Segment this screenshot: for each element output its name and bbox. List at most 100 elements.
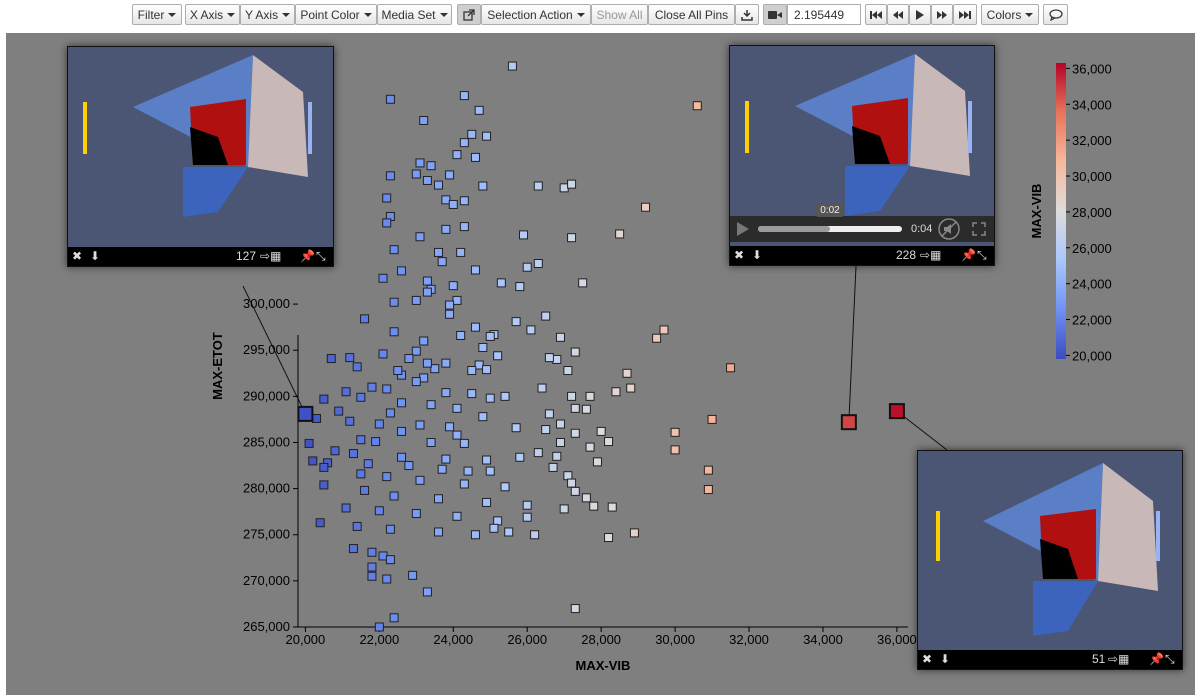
data-point[interactable] bbox=[548, 462, 558, 472]
data-point[interactable] bbox=[422, 587, 432, 597]
data-point[interactable] bbox=[378, 551, 388, 561]
data-point[interactable] bbox=[482, 365, 492, 375]
pin-icon[interactable]: 📌 bbox=[300, 249, 315, 263]
play-icon[interactable] bbox=[736, 222, 750, 236]
data-point[interactable] bbox=[397, 266, 407, 276]
data-point[interactable] bbox=[374, 622, 384, 632]
data-point[interactable] bbox=[389, 491, 399, 501]
data-point[interactable] bbox=[511, 317, 521, 327]
data-point[interactable] bbox=[515, 282, 525, 292]
data-point[interactable] bbox=[615, 229, 625, 239]
data-point[interactable] bbox=[345, 416, 355, 426]
data-point[interactable] bbox=[397, 426, 407, 436]
data-point[interactable] bbox=[348, 449, 358, 459]
data-point[interactable] bbox=[526, 325, 536, 335]
data-point[interactable] bbox=[626, 383, 636, 393]
data-point[interactable] bbox=[374, 419, 384, 429]
data-point[interactable] bbox=[334, 406, 344, 416]
data-point[interactable] bbox=[552, 451, 562, 461]
data-point[interactable] bbox=[459, 479, 469, 489]
data-point[interactable] bbox=[308, 456, 318, 466]
data-point[interactable] bbox=[452, 295, 462, 305]
data-point[interactable] bbox=[445, 309, 455, 319]
data-point[interactable] bbox=[567, 478, 577, 488]
data-point[interactable] bbox=[493, 351, 503, 361]
data-point[interactable] bbox=[522, 262, 532, 272]
data-point[interactable] bbox=[356, 469, 366, 479]
close-icon[interactable]: ✖ bbox=[72, 249, 83, 263]
data-point[interactable] bbox=[452, 511, 462, 521]
data-point[interactable] bbox=[367, 547, 377, 557]
table-icon[interactable]: ⇨▦ bbox=[1108, 652, 1130, 666]
data-point[interactable] bbox=[433, 494, 443, 504]
data-point[interactable] bbox=[437, 257, 447, 267]
data-point[interactable] bbox=[378, 273, 388, 283]
comment-button[interactable] bbox=[1043, 4, 1068, 25]
data-point[interactable] bbox=[581, 404, 591, 414]
data-point[interactable] bbox=[441, 358, 451, 368]
data-point[interactable] bbox=[445, 300, 455, 310]
data-point[interactable] bbox=[348, 544, 358, 554]
scatterplot-area[interactable]: 20,000 22,000 24,000 26,000 28,000 30,000 32,0… bbox=[6, 33, 1195, 695]
data-point[interactable] bbox=[500, 391, 510, 401]
close-icon[interactable]: ✖ bbox=[734, 248, 745, 262]
data-point[interactable] bbox=[607, 502, 617, 512]
pin-icon[interactable]: 📌 bbox=[961, 248, 976, 262]
pinned-data-point[interactable] bbox=[840, 414, 857, 431]
data-point[interactable] bbox=[567, 391, 577, 401]
data-point[interactable] bbox=[604, 533, 614, 543]
data-point[interactable] bbox=[382, 218, 392, 228]
data-point[interactable] bbox=[311, 413, 321, 423]
data-point[interactable] bbox=[522, 512, 532, 522]
data-point[interactable] bbox=[482, 131, 492, 141]
data-point[interactable] bbox=[504, 527, 514, 537]
data-point[interactable] bbox=[530, 530, 540, 540]
data-point[interactable] bbox=[467, 129, 477, 139]
data-point[interactable] bbox=[456, 330, 466, 340]
data-point[interactable] bbox=[385, 408, 395, 418]
video-progress-track[interactable] bbox=[758, 226, 902, 232]
data-point[interactable] bbox=[670, 445, 680, 455]
data-point[interactable] bbox=[437, 464, 447, 474]
data-point[interactable] bbox=[485, 331, 495, 341]
step-back-button[interactable] bbox=[887, 4, 909, 25]
data-point[interactable] bbox=[470, 265, 480, 275]
data-point[interactable] bbox=[670, 427, 680, 437]
data-point[interactable] bbox=[585, 442, 595, 452]
data-point[interactable] bbox=[485, 466, 495, 476]
data-point[interactable] bbox=[367, 562, 377, 572]
data-point[interactable] bbox=[382, 384, 392, 394]
data-point[interactable] bbox=[511, 423, 521, 433]
data-point[interactable] bbox=[389, 613, 399, 623]
table-icon[interactable]: ⇨▦ bbox=[920, 248, 942, 262]
point-color-menu-button[interactable]: Point Color bbox=[295, 4, 377, 25]
data-point[interactable] bbox=[563, 471, 573, 481]
image-pin[interactable]: ✖ ⬇ 51 ⇨▦ 📌 ⤡ bbox=[917, 450, 1183, 670]
data-point[interactable] bbox=[555, 332, 565, 342]
download-button[interactable] bbox=[735, 4, 759, 25]
expand-icon[interactable]: ⤡ bbox=[977, 248, 987, 262]
data-point[interactable] bbox=[356, 392, 366, 402]
data-point[interactable] bbox=[459, 438, 469, 448]
data-point[interactable] bbox=[389, 297, 399, 307]
data-point[interactable] bbox=[367, 571, 377, 581]
data-point[interactable] bbox=[570, 428, 580, 438]
download-icon[interactable]: ⬇ bbox=[752, 248, 763, 262]
data-point[interactable] bbox=[404, 461, 414, 471]
data-point[interactable] bbox=[367, 382, 377, 392]
data-point[interactable] bbox=[537, 383, 547, 393]
data-point[interactable] bbox=[452, 430, 462, 440]
data-point[interactable] bbox=[426, 437, 436, 447]
data-point[interactable] bbox=[441, 388, 451, 398]
data-point[interactable] bbox=[411, 509, 421, 519]
data-point[interactable] bbox=[555, 437, 565, 447]
data-point[interactable] bbox=[389, 245, 399, 255]
data-point[interactable] bbox=[415, 475, 425, 485]
data-point[interactable] bbox=[360, 485, 370, 495]
data-point[interactable] bbox=[433, 180, 443, 190]
data-point[interactable] bbox=[467, 389, 477, 399]
data-point[interactable] bbox=[419, 336, 429, 346]
data-point[interactable] bbox=[585, 391, 595, 401]
data-point[interactable] bbox=[567, 233, 577, 243]
pinned-data-point[interactable] bbox=[888, 403, 905, 420]
